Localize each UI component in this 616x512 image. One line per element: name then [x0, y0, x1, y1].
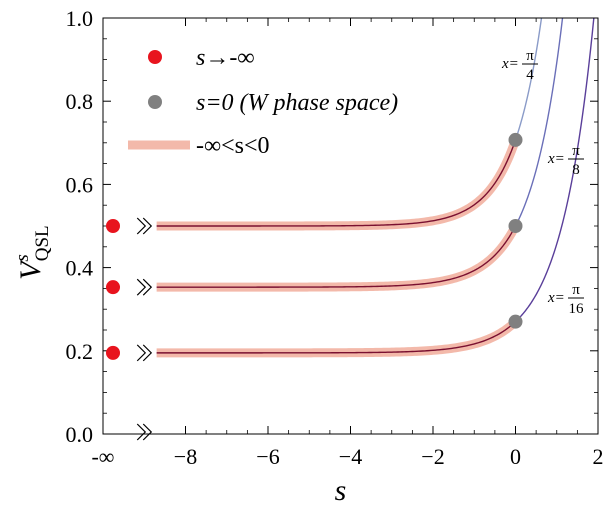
curve-break-1	[136, 217, 153, 235]
limit-marker-3	[106, 345, 120, 360]
x-tick-label-5: 0	[510, 444, 521, 469]
series-curve-positive-2	[514, 18, 564, 227]
x-tick-label-2: −6	[256, 444, 279, 469]
bands-layer	[156, 138, 520, 358]
y-tick-label-5: 1.0	[66, 6, 94, 31]
curve-label-prefix: x=	[501, 56, 519, 72]
curve-label-den: 16	[569, 301, 585, 317]
zero-marker-1	[508, 132, 523, 147]
x-tick-label-0: -∞	[91, 444, 114, 469]
series-curve-negative-3	[156, 321, 516, 354]
legend-red-dot-icon	[148, 50, 162, 64]
x-tick-label-4: −2	[421, 444, 444, 469]
series-curve-negative-1	[156, 139, 517, 227]
curve-label-den: 8	[572, 162, 580, 178]
axis-breaks	[136, 217, 153, 441]
x-tick-label-3: −4	[339, 444, 362, 469]
x-axis-label: s	[335, 474, 347, 507]
legend-label-1: s→-∞	[196, 45, 254, 71]
curve-label-prefix: x=	[547, 290, 565, 306]
legend: s→-∞ s=0 (W phase space) -∞<s<0	[128, 45, 398, 159]
y-tick-label-4: 0.8	[66, 89, 94, 114]
series-band-2	[156, 223, 520, 292]
legend-entry-1: s→-∞	[148, 45, 254, 71]
legend-label-3: -∞<s<0	[196, 133, 270, 159]
curve-label-num: π	[572, 143, 580, 159]
curve-label-prefix: x=	[547, 151, 565, 167]
series-curve-positive-1	[514, 18, 543, 141]
curve-break-2	[136, 278, 153, 296]
y-axis-label-sup: s	[12, 254, 33, 261]
legend-label-2: s=0 (W phase space)	[196, 90, 398, 116]
zero-marker-2	[508, 219, 523, 233]
y-tick-label-2: 0.4	[66, 256, 94, 281]
series-curve-positive-3	[515, 18, 595, 323]
limit-marker-1	[106, 219, 120, 233]
markers-layer	[106, 132, 523, 360]
y-axis-label: VsQSL	[12, 225, 53, 280]
y-tick-label-1: 0.2	[66, 339, 94, 364]
curve-label-num: π	[572, 282, 580, 298]
legend-entry-3: -∞<s<0	[128, 133, 270, 159]
curve-label-1: x= π 4	[501, 48, 538, 83]
curve-label-den: 4	[526, 67, 534, 83]
curve-break-3	[136, 344, 153, 362]
legend-gray-dot-icon	[148, 95, 162, 109]
ticks-layer: -∞ −8 −6 −4 −2 0 2 0.0 0.2 0.4 0.6 0.8 1.0	[66, 6, 604, 469]
limit-marker-2	[106, 280, 120, 295]
y-tick-label-0: 0.0	[66, 422, 94, 447]
y-axis-label-sub: QSL	[32, 225, 53, 261]
series-curve-negative-2	[156, 225, 517, 288]
series-band-3	[156, 318, 519, 358]
x-tick-label-6: 2	[593, 444, 604, 469]
x-tick-label-1: −8	[174, 444, 197, 469]
y-axis-label-main: V	[14, 258, 47, 280]
y-tick-label-3: 0.6	[66, 172, 94, 197]
zero-marker-3	[508, 314, 523, 329]
curve-label-2: x= π 8	[547, 143, 584, 178]
legend-entry-2: s=0 (W phase space)	[148, 90, 398, 116]
curve-labels: x= π 4 x= π 8 x= π 16	[501, 48, 584, 317]
x-axis-break	[136, 423, 153, 441]
curve-label-num: π	[526, 48, 534, 64]
curve-label-3: x= π 16	[547, 282, 584, 317]
curves-layer	[156, 18, 595, 354]
